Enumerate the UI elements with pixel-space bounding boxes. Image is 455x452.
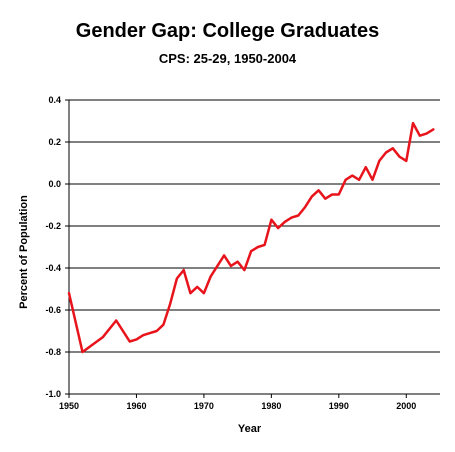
x-tick-label: 1960 bbox=[126, 401, 146, 411]
x-axis-title: Year bbox=[238, 423, 262, 435]
series-line bbox=[67, 121, 435, 354]
x-tick-label: 1990 bbox=[329, 401, 349, 411]
y-axis-title: Percent of Population bbox=[18, 195, 30, 309]
y-tick-label: 0.0 bbox=[48, 179, 61, 189]
x-tick-label: 1980 bbox=[261, 401, 281, 411]
y-tick-label: 0.2 bbox=[48, 137, 61, 147]
y-tick-label: -0.4 bbox=[45, 263, 61, 273]
x-tick-label: 1950 bbox=[59, 401, 79, 411]
y-tick-label: -0.6 bbox=[45, 305, 61, 315]
chart-title: Gender Gap: College Graduates bbox=[75, 20, 380, 42]
x-tick-label: 2000 bbox=[396, 401, 416, 411]
y-tick-label: -0.8 bbox=[45, 347, 61, 357]
y-tick-label: -1.0 bbox=[45, 389, 61, 399]
x-tick-label: 1970 bbox=[194, 401, 214, 411]
chart-subtitle: CPS: 25-29, 1950-2004 bbox=[158, 51, 297, 66]
y-tick-label: 0.4 bbox=[48, 95, 61, 105]
y-tick-label: -0.2 bbox=[45, 221, 61, 231]
